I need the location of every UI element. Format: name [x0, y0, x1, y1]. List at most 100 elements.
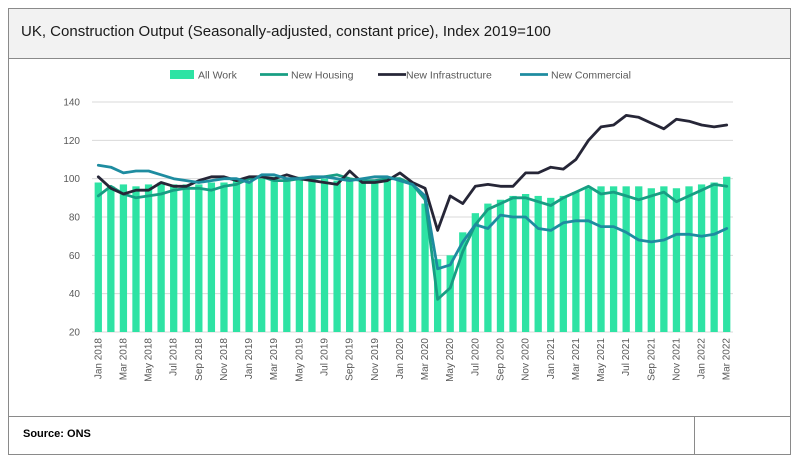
y-tick-label: 40 — [69, 289, 81, 300]
x-tick-label: May 2020 — [445, 338, 456, 382]
x-axis: Jan 2018 Mar 2018 May 2018 Jul 2018 Sep 2018… — [93, 338, 732, 382]
bar-all-work — [459, 232, 467, 332]
bar-all-work — [496, 199, 505, 332]
bar-all-work — [358, 180, 366, 332]
bar-all-work — [484, 203, 492, 332]
x-tick-label: Mar 2018 — [118, 338, 129, 381]
bar-all-work — [220, 182, 228, 332]
x-tick-label: Mar 2021 — [571, 338, 582, 381]
bar-all-work — [258, 178, 266, 332]
bar-all-work — [94, 182, 102, 332]
legend-item-all-work[interactable]: All Work — [170, 70, 238, 82]
bar-all-work — [107, 186, 115, 332]
bar-all-work — [182, 184, 190, 332]
x-tick-label: May 2018 — [144, 338, 155, 382]
x-tick-label: Nov 2019 — [370, 338, 381, 381]
bar-all-work — [270, 176, 278, 332]
x-tick-label: Sep 2018 — [194, 338, 205, 381]
x-tick-label: Mar 2019 — [269, 338, 280, 381]
line-new-commercial — [96, 163, 729, 271]
x-tick-label: Sep 2019 — [345, 338, 356, 381]
legend-item-new-commercial[interactable]: New Commercial — [520, 70, 631, 82]
bar-all-work — [534, 195, 542, 332]
title-bar: UK, Construction Output (Seasonally-adju… — [9, 9, 790, 59]
x-tick-label: Jan 2020 — [395, 338, 406, 380]
legend-item-new-housing[interactable]: New Housing — [260, 70, 354, 82]
bar-all-work — [609, 186, 618, 332]
bar-all-work — [723, 176, 731, 332]
y-tick-label: 20 — [69, 328, 81, 339]
bar-all-work — [170, 184, 178, 332]
bars-all-work — [94, 176, 731, 332]
x-tick-label: Nov 2021 — [671, 338, 682, 381]
bar-all-work — [119, 184, 128, 332]
bar-all-work — [446, 255, 454, 332]
x-tick-label: Nov 2020 — [521, 338, 532, 381]
y-tick-label: 120 — [63, 136, 80, 147]
legend[interactable]: All Work New Housing New Infrastructure New… — [170, 70, 631, 82]
series-lines — [96, 114, 729, 301]
bar-all-work — [333, 180, 341, 332]
bar-all-work — [647, 188, 655, 332]
x-tick-label: Sep 2021 — [646, 338, 657, 381]
y-tick-label: 140 — [63, 98, 80, 109]
y-tick-label: 80 — [69, 213, 81, 224]
bar-all-work — [471, 213, 479, 332]
source-note: Source: ONS — [23, 428, 91, 440]
bar-all-work — [346, 178, 354, 332]
legend-label: All Work — [198, 70, 238, 82]
bar-all-work — [635, 186, 643, 332]
chart-frame: UK, Construction Output (Seasonally-adju… — [8, 8, 791, 455]
footer: Source: ONS — [9, 416, 790, 454]
x-tick-label: Jan 2019 — [244, 338, 255, 380]
bar-all-work — [547, 197, 555, 332]
legend-label: New Commercial — [551, 70, 631, 82]
bar-all-work — [572, 192, 580, 332]
x-tick-label: Jan 2021 — [546, 338, 557, 380]
bar-all-work — [597, 186, 605, 332]
legend-label: New Housing — [291, 70, 354, 82]
line-new-infrastructure — [96, 114, 729, 232]
bar-all-work — [283, 178, 291, 332]
chart-title: UK, Construction Output (Seasonally-adju… — [21, 23, 551, 40]
bar-all-work — [320, 178, 329, 332]
bar-all-work — [660, 186, 668, 332]
bar-all-work — [396, 180, 404, 332]
bar-all-work — [371, 180, 379, 332]
footer-divider — [694, 417, 695, 454]
bar-all-work — [132, 186, 140, 332]
bar-all-work — [559, 195, 567, 332]
bar-all-work — [207, 182, 216, 332]
x-tick-label: May 2021 — [596, 338, 607, 382]
bar-all-work — [408, 182, 417, 332]
x-tick-label: Jan 2022 — [697, 338, 708, 380]
legend-swatch — [170, 70, 194, 79]
bar-all-work — [509, 195, 517, 332]
bar-all-work — [308, 178, 316, 332]
legend-label: New Infrastructure — [406, 70, 492, 82]
x-tick-label: Mar 2020 — [420, 338, 431, 381]
bar-all-work — [710, 182, 718, 332]
y-axis: 20 40 60 80 100 120 140 — [63, 98, 80, 339]
bar-all-work — [157, 182, 165, 332]
x-tick-label: Jul 2021 — [621, 338, 632, 376]
bar-all-work — [672, 188, 681, 332]
legend-item-new-infrastructure[interactable]: New Infrastructure — [378, 70, 492, 82]
bar-all-work — [697, 184, 706, 332]
y-tick-label: 60 — [69, 251, 81, 262]
y-tick-label: 100 — [63, 174, 80, 185]
bar-all-work — [521, 194, 530, 332]
bar-all-work — [195, 184, 203, 332]
bar-all-work — [622, 186, 630, 332]
bar-all-work — [584, 188, 593, 332]
x-tick-label: Nov 2018 — [219, 338, 230, 381]
bar-all-work — [685, 186, 693, 332]
bar-all-work — [245, 180, 253, 332]
x-tick-label: Jul 2018 — [169, 338, 180, 376]
x-tick-label: Mar 2022 — [722, 338, 733, 381]
x-tick-label: Jul 2020 — [470, 338, 481, 376]
bar-all-work — [421, 203, 429, 332]
bar-all-work — [295, 176, 304, 332]
bar-all-work — [232, 180, 241, 332]
